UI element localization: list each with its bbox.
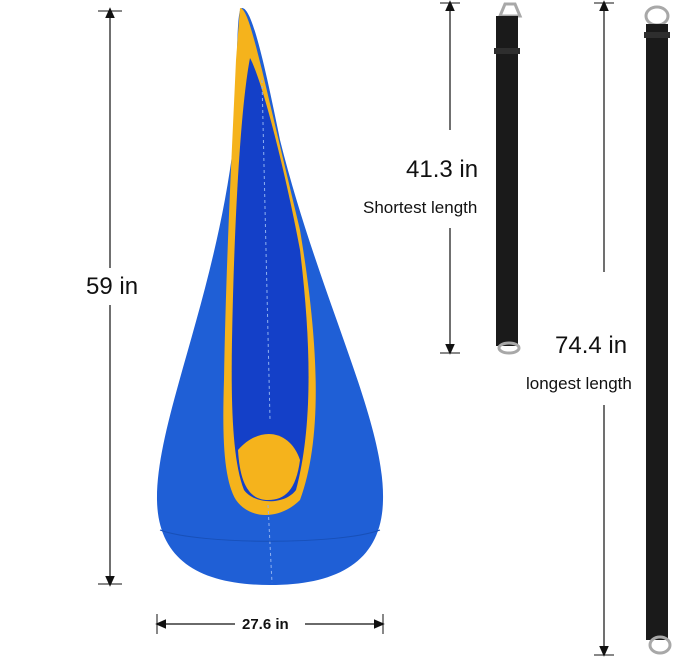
short-strap-caption: Shortest length: [363, 198, 478, 217]
long-strap-length-label: 74.4 in: [555, 332, 628, 359]
long-strap-caption: longest length: [526, 374, 632, 393]
short-strap-length-label: 41.3 in: [406, 156, 479, 183]
long-strap-dimension-arrow: [594, 0, 614, 657]
height-label: 59 in: [86, 273, 139, 300]
width-dimension-arrow: [155, 614, 385, 634]
short-strap-dimension-arrow: [440, 0, 460, 355]
hanging-pod-swing: [156, 8, 384, 585]
short-strap: [494, 2, 523, 355]
height-dimension-arrow: [98, 7, 122, 587]
long-strap: [644, 5, 672, 655]
width-label: 27.6 in: [242, 616, 289, 633]
